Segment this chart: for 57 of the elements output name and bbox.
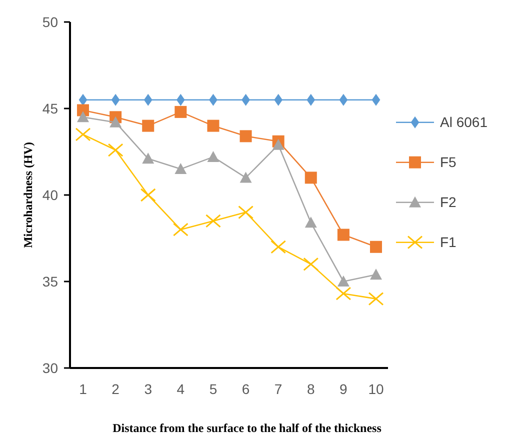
y-tick-label: 30 — [42, 360, 58, 376]
point — [304, 216, 317, 228]
point — [75, 128, 91, 142]
y-tick-label: 50 — [42, 14, 58, 30]
x-tick-label: 1 — [79, 381, 88, 397]
point — [207, 150, 220, 162]
x-tick-label: 9 — [340, 381, 348, 397]
legend-label: Al 6061 — [440, 114, 488, 130]
point — [274, 94, 283, 106]
x-tick-label: 5 — [209, 381, 218, 397]
point — [205, 214, 221, 228]
point — [337, 276, 350, 286]
point — [337, 228, 350, 241]
point — [144, 94, 152, 106]
point — [240, 172, 252, 183]
point — [142, 152, 154, 164]
point — [240, 130, 252, 142]
point — [172, 222, 188, 236]
legend-label: F2 — [440, 194, 457, 210]
y-axis-title: Microhardness (HV) — [21, 142, 35, 248]
x-tick-label: 4 — [176, 381, 185, 397]
point — [372, 94, 380, 106]
y-tick-label: 35 — [42, 273, 58, 290]
point — [306, 94, 316, 106]
point — [77, 111, 89, 122]
x-tick-label: 7 — [274, 381, 282, 397]
point — [174, 106, 187, 118]
point — [368, 292, 384, 306]
x-tick-label: 6 — [242, 381, 250, 397]
point — [110, 116, 122, 128]
point — [370, 268, 382, 280]
point — [339, 94, 348, 106]
x-tick-label: 10 — [368, 381, 384, 397]
point — [176, 94, 185, 106]
point — [77, 104, 89, 116]
point — [238, 206, 254, 220]
point — [304, 172, 317, 184]
point — [270, 240, 286, 254]
x-tick-label: 8 — [306, 381, 315, 397]
point — [78, 94, 88, 106]
point — [108, 143, 124, 157]
point — [174, 163, 187, 174]
y-tick-label: 45 — [42, 100, 58, 116]
point — [142, 120, 154, 132]
x-tick-label: 2 — [112, 381, 120, 397]
x-axis-title: Distance from the surface to the half of the thickness — [112, 421, 382, 435]
point — [336, 286, 352, 300]
point — [303, 257, 319, 271]
point — [370, 240, 382, 253]
point — [111, 94, 120, 106]
legend-label: F5 — [440, 154, 457, 170]
point — [272, 138, 284, 150]
legend-label: F1 — [440, 234, 457, 250]
point — [140, 188, 156, 202]
y-tick-label: 40 — [42, 186, 58, 203]
point — [207, 120, 220, 132]
x-tick-label: 3 — [144, 381, 152, 397]
